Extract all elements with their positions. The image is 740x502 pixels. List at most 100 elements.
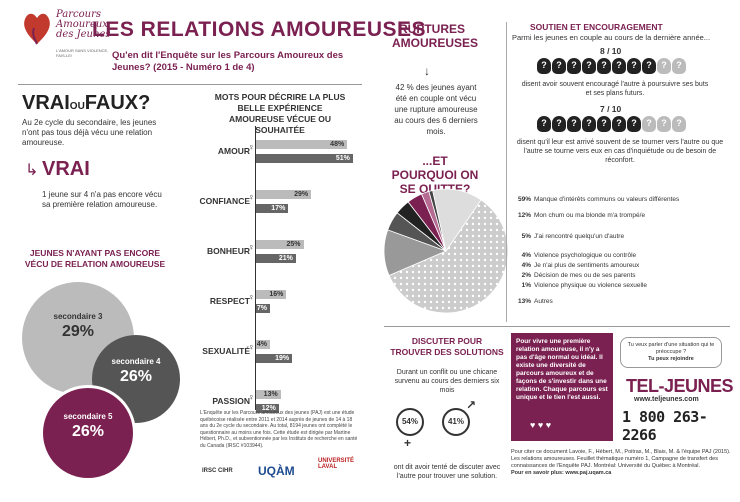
hearts-icon: ♥ ♥ ♥ (530, 420, 552, 430)
reason-item: 1% Violence physique ou violence sexuelle (521, 282, 647, 289)
bar-a: 13% (256, 390, 281, 399)
vrai-answer: VRAI (42, 158, 90, 180)
bar-value-label: 16% (269, 291, 284, 298)
discuter-title: DISCUTER POUR TROUVER DES SOLUTIONS (390, 336, 504, 357)
person-head-icon (672, 58, 686, 74)
person-head-icon (657, 58, 671, 74)
reason-item: 5% J'ai rencontré quelqu'un d'autre (521, 233, 625, 240)
reason-item: 59% Manque d'intérêts communs ou valeurs … (517, 196, 680, 203)
person-head-icon (612, 58, 626, 74)
bar-a: 4% (256, 340, 270, 349)
irsc-logo: IRSC CIHR (202, 468, 233, 474)
uqam-logo: UQÀM (258, 464, 295, 478)
soutien-title: SOUTIEN ET ENCOURAGEMENT (530, 22, 663, 32)
circle-secondaire-5: secondaire 5 26% (40, 385, 136, 481)
reason-item: 12% Mon chum ou ma blonde m'a trompé/e (517, 212, 646, 219)
person-head-icon (552, 116, 566, 132)
diversity-message: Pour vivre une première relation amoureu… (511, 333, 613, 441)
bar-b: 17% (256, 204, 289, 213)
gender-icon: ♀ (248, 392, 255, 402)
fraction-8-10: 8 / 10 (600, 46, 622, 56)
arrow-icon: ↳ (25, 162, 39, 179)
heads-row-1 (537, 58, 686, 74)
vrai-faux-title: VRAIOUFAUX? (22, 92, 151, 114)
female-cross-icon: + (404, 436, 412, 450)
male-stat: 41% (442, 408, 470, 436)
person-head-icon (612, 116, 626, 132)
person-head-icon (537, 116, 551, 132)
category-label: SEXUALITÉ (202, 346, 250, 356)
soutien-subtitle: Parmi les jeunes en couple au cours de l… (512, 33, 711, 42)
person-head-icon (672, 116, 686, 132)
quitte-title: ...ET POURQUOI ON SE QUITTE? (391, 154, 479, 196)
reason-item: 13% Autres (517, 298, 553, 305)
person-head-icon (642, 58, 656, 74)
category-label: BONHEUR (207, 246, 250, 256)
reason-item: 4% Violence psychologique ou contrôle (521, 252, 637, 259)
person-head-icon (627, 116, 641, 132)
divider (384, 326, 730, 327)
person-head-icon (582, 58, 596, 74)
teljeunes-url[interactable]: www.teljeunes.com (634, 396, 699, 403)
soutien-text-2: disent qu'il leur est arrivé souvent de … (516, 139, 724, 164)
column-divider (506, 22, 507, 322)
reason-item: 4% Je n'ai plus de sentiments amoureux (521, 262, 640, 269)
person-head-icon (582, 116, 596, 132)
teljeunes-phone: 1 800 263-2266 (622, 408, 708, 444)
category-label: RESPECT (209, 296, 250, 306)
person-head-icon (552, 58, 566, 74)
bar-b: 7% (256, 304, 270, 313)
person-head-icon (567, 58, 581, 74)
chart-axis (255, 126, 256, 410)
bar-value-label: 25% (286, 241, 301, 248)
person-head-icon (597, 116, 611, 132)
fraction-7-10: 7 / 10 (600, 104, 622, 114)
mots-chart-title: MOTS POUR DÉCRIRE LA PLUS BELLE EXPÉRIEN… (214, 92, 346, 135)
person-head-icon (627, 58, 641, 74)
discuter-text: Durant un conflit ou une chicane survenu… (394, 369, 500, 394)
bar-b: 19% (256, 354, 293, 363)
reasons-pie-chart (383, 188, 509, 314)
bar-b: 21% (256, 254, 296, 263)
bar-a: 29% (256, 190, 312, 199)
pie-slice (388, 199, 509, 314)
bar-value-label: 51% (335, 155, 350, 162)
logo-subtitle: L'AMOUR SANS VIOLENCE, FAIS-LE! (56, 48, 109, 58)
bar-value-label: 19% (275, 355, 290, 362)
ruptures-text: 42 % des jeunes ayant été en couple ont … (394, 83, 478, 136)
bar-value-label: 17% (271, 205, 286, 212)
gender-icon: ♀ (248, 292, 255, 302)
more-info-link[interactable]: Pour en savoir plus: www.paj.uqam.ca (511, 470, 612, 476)
bar-a: 48% (256, 140, 348, 149)
study-footnote: L'Enquête sur les Parcours amoureux des … (200, 410, 358, 449)
teljeunes-speech-bubble: Tu veux parler d'une situation qui te pr… (620, 337, 722, 368)
gender-icon: ♀ (248, 192, 255, 202)
discuter-result: ont dit avoir tenté de discuter avec l'a… (393, 464, 501, 480)
bar-value-label: 48% (330, 141, 345, 148)
category-label: PASSION (212, 396, 250, 406)
person-head-icon (537, 58, 551, 74)
bar-a: 25% (256, 240, 304, 249)
gender-icon: ♀ (248, 242, 255, 252)
page-title: LES RELATIONS AMOUREUSES (92, 18, 427, 41)
person-head-icon (567, 116, 581, 132)
bar-value-label: 12% (261, 405, 276, 412)
laval-logo: UNIVERSITÉ LAVAL (318, 458, 355, 470)
bar-value-label: 21% (278, 255, 293, 262)
arrow-down-icon: ↓ (424, 64, 430, 78)
bar-value-label: 4% (256, 341, 267, 348)
gender-icon: ♀ (248, 342, 255, 352)
bar-value-label: 13% (263, 391, 278, 398)
page-subtitle: Qu'en dit l'Enquête sur les Parcours Amo… (112, 50, 344, 73)
category-label: CONFIANCE (199, 196, 250, 206)
bar-a: 16% (256, 290, 287, 299)
female-stat: 54% (396, 408, 424, 436)
gender-icon: ♀ (248, 142, 255, 152)
category-label: AMOUR (217, 146, 250, 156)
bar-value-label: 29% (294, 191, 309, 198)
person-head-icon (657, 116, 671, 132)
male-arrow-icon: ↗ (466, 398, 477, 412)
citation: Pour citer ce document Lavoie, F., Héber… (511, 449, 731, 476)
secondaire-title: JEUNES N'AYANT PAS ENCORE VÉCU DE RELATI… (24, 248, 166, 269)
heart-logo-icon (24, 13, 50, 45)
